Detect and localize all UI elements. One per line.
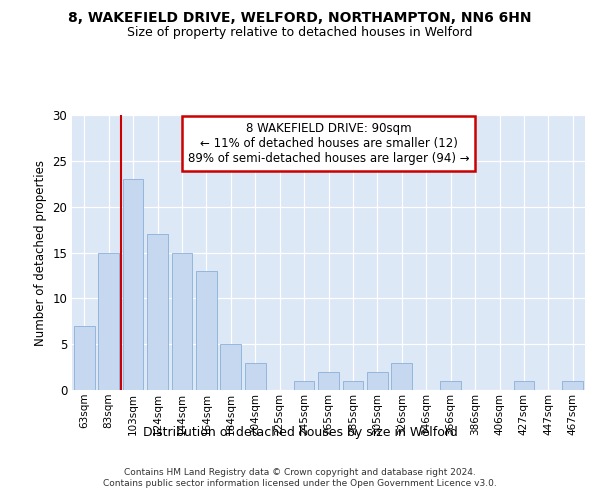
Text: Distribution of detached houses by size in Welford: Distribution of detached houses by size … [143, 426, 457, 439]
Bar [293, 381, 314, 390]
Bar [98, 252, 119, 390]
Text: 8 WAKEFIELD DRIVE: 90sqm
← 11% of detached houses are smaller (12)
89% of semi-d: 8 WAKEFIELD DRIVE: 90sqm ← 11% of detach… [188, 122, 469, 165]
Bar [343, 381, 364, 390]
Text: Contains HM Land Registry data © Crown copyright and database right 2024.
Contai: Contains HM Land Registry data © Crown c… [103, 468, 497, 487]
Bar [367, 372, 388, 390]
Bar [391, 362, 412, 390]
Bar [220, 344, 241, 390]
Bar [245, 362, 266, 390]
Bar [122, 179, 143, 390]
Bar [172, 252, 193, 390]
Bar [147, 234, 168, 390]
Bar [196, 271, 217, 390]
Y-axis label: Number of detached properties: Number of detached properties [34, 160, 47, 346]
Text: 8, WAKEFIELD DRIVE, WELFORD, NORTHAMPTON, NN6 6HN: 8, WAKEFIELD DRIVE, WELFORD, NORTHAMPTON… [68, 11, 532, 25]
Bar [74, 326, 95, 390]
Text: Size of property relative to detached houses in Welford: Size of property relative to detached ho… [127, 26, 473, 39]
Bar [318, 372, 339, 390]
Bar [514, 381, 535, 390]
Bar [562, 381, 583, 390]
Bar [440, 381, 461, 390]
